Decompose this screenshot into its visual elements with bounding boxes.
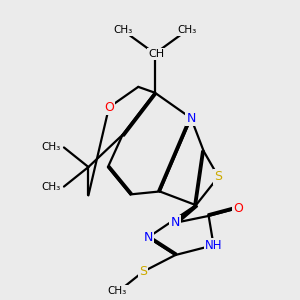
Text: CH₃: CH₃: [42, 142, 61, 152]
Text: CH₃: CH₃: [108, 286, 127, 296]
Text: CH₃: CH₃: [113, 25, 132, 35]
Text: CH: CH: [148, 49, 164, 58]
Text: S: S: [214, 170, 222, 183]
Text: CH₃: CH₃: [42, 182, 61, 192]
Text: N: N: [171, 216, 180, 229]
Text: N: N: [143, 231, 153, 244]
Text: NH: NH: [205, 239, 222, 252]
Text: CH₃: CH₃: [178, 25, 197, 35]
Text: N: N: [186, 112, 196, 124]
Text: O: O: [233, 202, 243, 214]
Text: O: O: [104, 101, 114, 114]
Text: S: S: [139, 265, 147, 278]
